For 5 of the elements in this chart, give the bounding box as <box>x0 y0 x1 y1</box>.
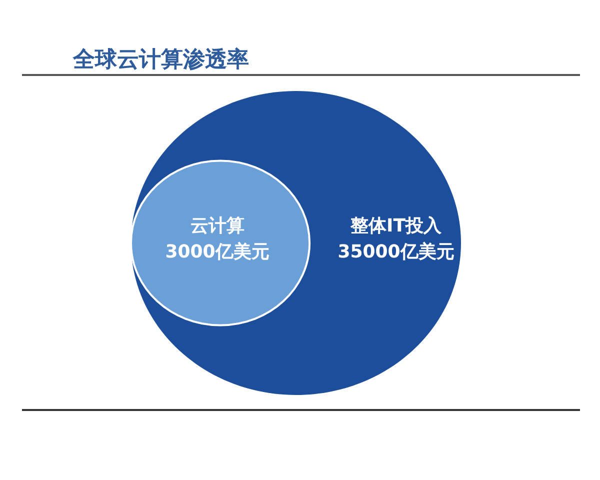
category-label: 整体IT投入 <box>350 216 442 236</box>
text: 全球云计算渗透率 <box>72 46 249 72</box>
category-label: 云计算 <box>190 216 244 236</box>
data-label: 3000亿美元 <box>165 242 270 262</box>
data-label: 35000亿美元 <box>338 242 454 262</box>
